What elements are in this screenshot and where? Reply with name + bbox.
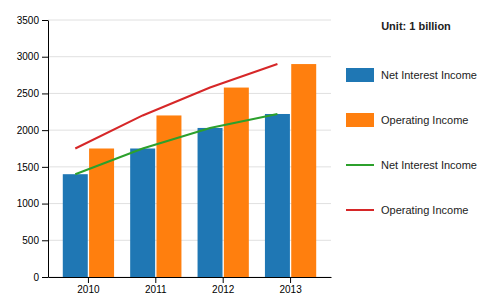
y-tick-label: 500 bbox=[22, 235, 39, 246]
legend-label: Operating Income bbox=[381, 204, 468, 216]
grid bbox=[48, 20, 331, 277]
y-tick-label: 1000 bbox=[17, 198, 40, 209]
y-tick-mark bbox=[42, 204, 48, 205]
x-tick: 2011 bbox=[145, 277, 167, 295]
bar bbox=[130, 149, 155, 278]
y-tick-label: 3500 bbox=[17, 15, 40, 26]
y-tick-mark bbox=[42, 240, 48, 241]
y-tick: 3500 bbox=[17, 15, 48, 26]
chart: 0 500 1000 1500 2000 2500 3000 3500 2010 2011 2012… bbox=[0, 0, 501, 307]
y-tick: 3000 bbox=[17, 51, 48, 62]
y-axis: 0 500 1000 1500 2000 2500 3000 3500 bbox=[17, 15, 49, 283]
y-tick: 1500 bbox=[17, 162, 48, 173]
y-tick-mark bbox=[42, 167, 48, 168]
line bbox=[75, 64, 277, 148]
x-tick-label: 2011 bbox=[145, 284, 167, 295]
x-tick-label: 2012 bbox=[212, 284, 235, 295]
bar-series bbox=[89, 64, 316, 277]
x-tick-mark bbox=[88, 277, 89, 283]
bar bbox=[198, 128, 223, 277]
x-tick-label: 2013 bbox=[279, 284, 302, 295]
y-axis-line bbox=[48, 21, 49, 278]
y-tick-label: 2500 bbox=[17, 88, 40, 99]
x-tick-mark bbox=[290, 277, 291, 283]
x-tick: 2013 bbox=[279, 277, 302, 295]
legend-item: Net Interest Income bbox=[346, 68, 477, 82]
x-tick-label: 2010 bbox=[77, 284, 100, 295]
x-tick-mark bbox=[155, 277, 156, 283]
marks bbox=[63, 64, 316, 277]
bar bbox=[63, 174, 88, 277]
y-tick-mark bbox=[42, 93, 48, 94]
legend-item: Net Interest Income bbox=[346, 159, 477, 171]
legend-swatch bbox=[346, 68, 374, 82]
grid-line bbox=[48, 56, 331, 57]
y-tick-mark bbox=[42, 130, 48, 131]
legend-swatch bbox=[346, 164, 374, 166]
bar bbox=[265, 114, 290, 277]
y-tick: 500 bbox=[22, 235, 48, 246]
y-tick-label: 1500 bbox=[17, 162, 40, 173]
legend-label: Net Interest Income bbox=[381, 69, 477, 81]
legend: Net Interest Income Operating Income Net I… bbox=[346, 68, 477, 216]
y-tick-label: 3000 bbox=[17, 51, 40, 62]
legend-label: Net Interest Income bbox=[381, 159, 477, 171]
x-tick: 2010 bbox=[77, 277, 100, 295]
legend-label: Operating Income bbox=[381, 114, 468, 126]
grid-line bbox=[48, 93, 331, 94]
y-tick: 2000 bbox=[17, 125, 48, 136]
x-axis-line bbox=[49, 277, 332, 278]
legend-item: Operating Income bbox=[346, 113, 468, 127]
legend-swatch bbox=[346, 113, 374, 127]
legend-item: Operating Income bbox=[346, 204, 468, 216]
x-tick: 2012 bbox=[212, 277, 235, 295]
y-tick-mark bbox=[42, 277, 48, 278]
y-tick-mark bbox=[42, 20, 48, 21]
plot: 0 500 1000 1500 2000 2500 3000 3500 2010 2011 2012… bbox=[17, 15, 332, 295]
bar bbox=[291, 64, 316, 277]
x-axis: 2010 2011 2012 2013 bbox=[49, 277, 332, 295]
y-tick-label: 0 bbox=[33, 272, 39, 283]
legend-panel: Unit: 1 billion Net Interest Income Operat… bbox=[346, 20, 477, 216]
subtitle: Unit: 1 billion bbox=[381, 20, 451, 32]
y-tick: 2500 bbox=[17, 88, 48, 99]
y-tick-label: 2000 bbox=[17, 125, 40, 136]
line bbox=[75, 114, 277, 174]
x-tick-mark bbox=[223, 277, 224, 283]
grid-line bbox=[48, 20, 331, 21]
y-tick: 0 bbox=[33, 272, 48, 283]
y-tick: 1000 bbox=[17, 198, 48, 209]
bar bbox=[224, 88, 249, 277]
y-tick-mark bbox=[42, 57, 48, 58]
legend-swatch bbox=[346, 209, 374, 211]
